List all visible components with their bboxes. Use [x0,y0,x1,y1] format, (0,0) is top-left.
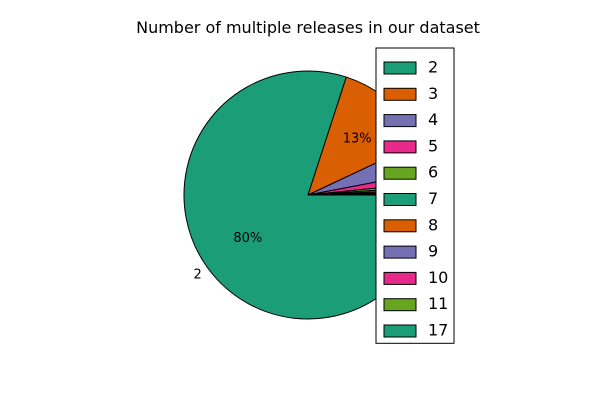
legend-label-7: 7 [428,189,438,208]
legend-swatch-6 [383,166,417,180]
legend-label-10: 10 [428,268,448,287]
slice-pct-3: 13% [343,132,372,147]
pie-slices [183,70,433,320]
legend-label-2: 2 [428,58,438,77]
legend-swatch-4 [383,114,417,128]
legend-label-3: 3 [428,84,438,103]
legend: 2 3 4 5 6 7 8 9 10 11 17 [375,47,455,344]
legend-swatch-9 [383,245,417,259]
legend-label-9: 9 [428,242,438,261]
legend-swatch-5 [383,140,417,154]
legend-swatch-17 [383,324,417,338]
chart-title: Number of multiple releases in our datas… [136,18,480,37]
legend-label-5: 5 [428,136,438,155]
legend-swatch-2 [383,61,417,75]
legend-label-6: 6 [428,163,438,182]
legend-swatch-7 [383,193,417,206]
legend-swatch-8 [383,219,417,233]
legend-swatch-3 [383,87,417,101]
slice-label-2: 2 [194,268,202,283]
legend-label-4: 4 [428,110,438,129]
legend-label-17: 17 [428,321,448,340]
legend-label-8: 8 [428,215,438,234]
legend-swatch-11 [383,298,417,312]
legend-label-11: 11 [428,294,448,313]
slice-pct-2: 80% [233,231,262,246]
legend-swatch-10 [383,271,417,285]
